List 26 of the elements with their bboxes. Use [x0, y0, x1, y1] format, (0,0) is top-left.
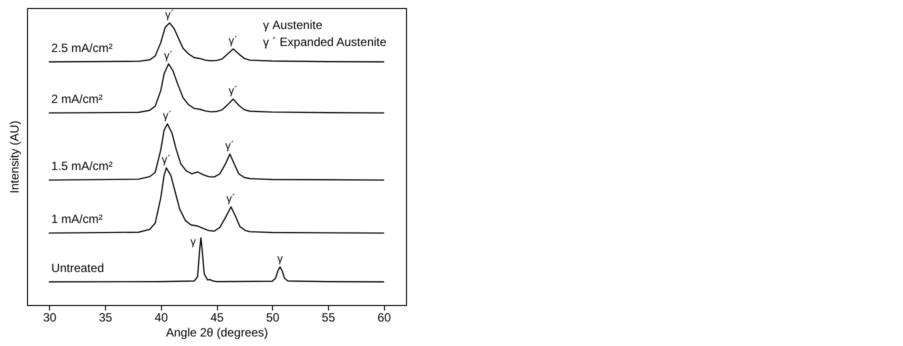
annotation: γ´ — [164, 50, 174, 62]
x-tick-label: 35 — [98, 310, 113, 324]
x-tick-label: 40 — [154, 310, 168, 324]
series-label: Untreated — [51, 260, 104, 275]
annotation: γ´ — [225, 140, 234, 152]
x-tick-label: 55 — [322, 310, 336, 324]
y-axis-title: Intensity (AU) — [8, 120, 22, 194]
x-tick-label: 45 — [210, 310, 224, 324]
annotation: γ´ — [162, 154, 171, 166]
series-label: 2 mA/cm² — [51, 92, 103, 106]
annotation: γ´ — [228, 34, 238, 47]
annotation: γ´ — [226, 192, 236, 205]
series-label: 1 mA/cm² — [51, 212, 103, 226]
x-tick-label: 60 — [378, 310, 392, 324]
annotation: γ ´ Expanded Austenite — [263, 35, 387, 49]
series-label: 2.5 mA/cm² — [51, 40, 113, 55]
annotation: γ — [277, 252, 284, 265]
x-tick-label: 30 — [43, 310, 57, 324]
series-label: 1.5 mA/cm² — [51, 159, 113, 174]
annotation: γ´ — [165, 8, 174, 21]
annotation: γ — [190, 236, 196, 248]
x-axis-title: Angle 2θ (degrees) — [166, 326, 268, 340]
annotation: γ Austenite — [263, 18, 323, 32]
annotation: γ´ — [162, 110, 172, 122]
x-tick-label: 50 — [266, 310, 280, 324]
annotation: γ´ — [228, 85, 238, 98]
